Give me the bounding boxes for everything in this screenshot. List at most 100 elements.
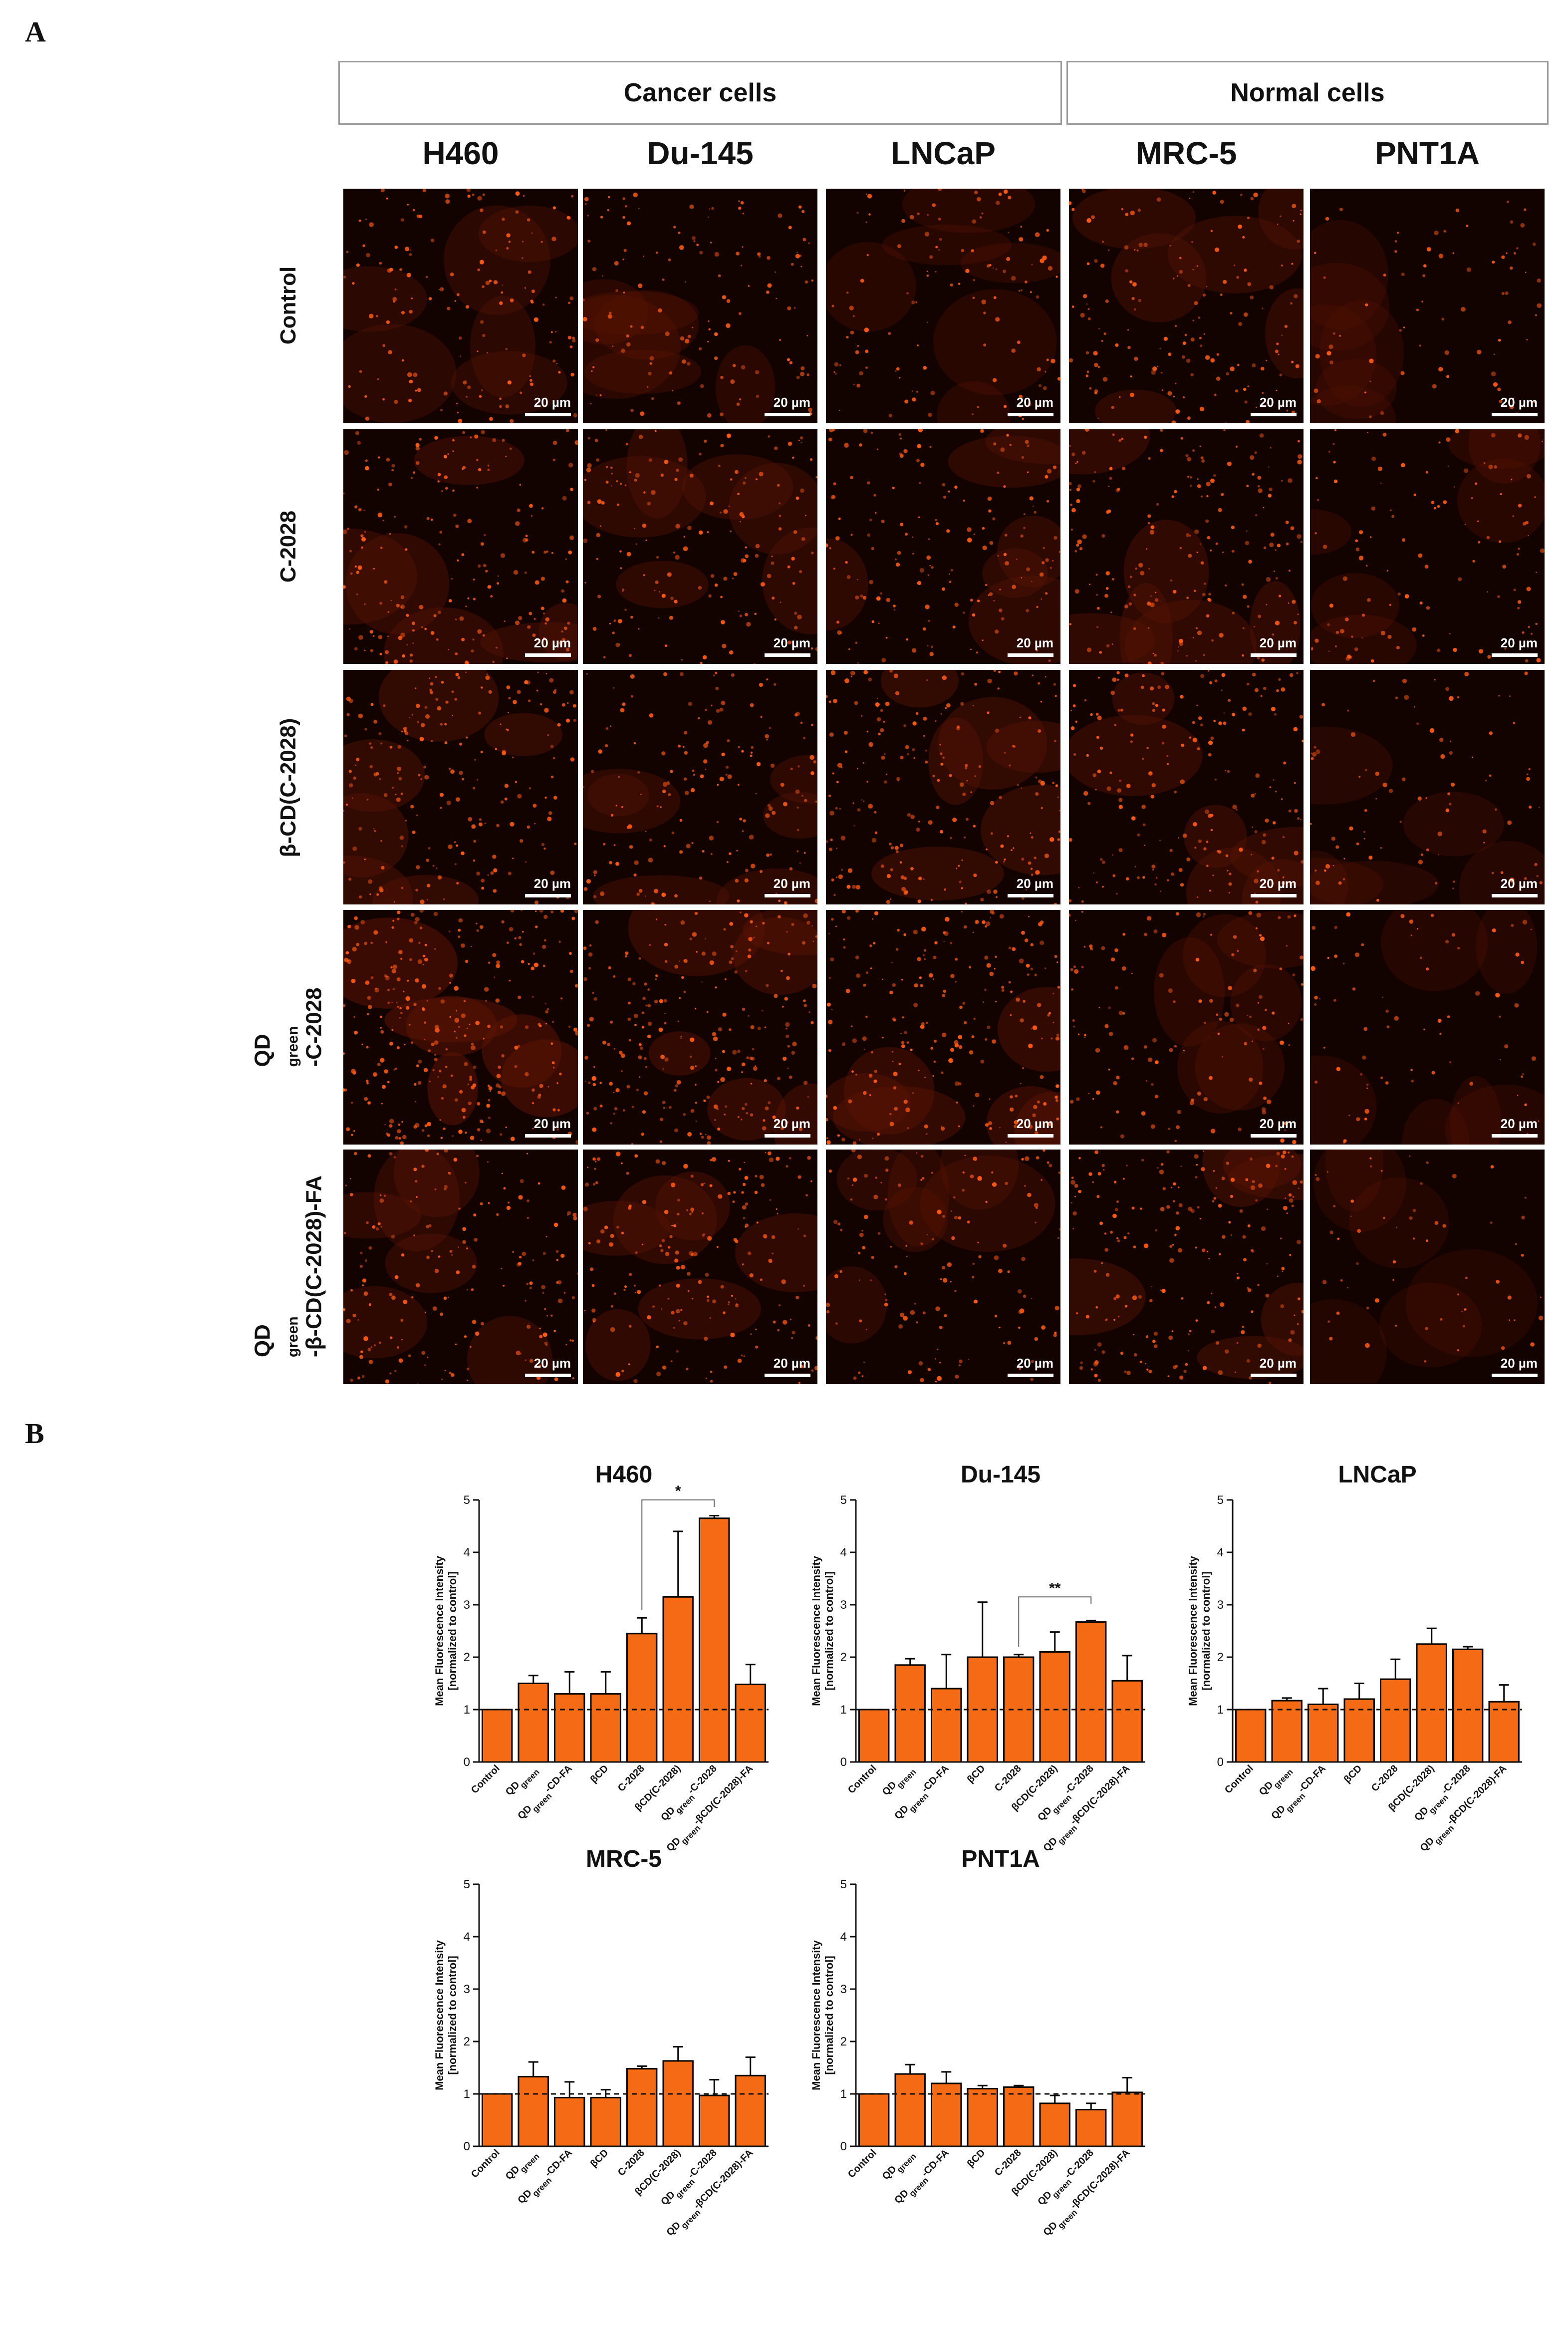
- column-header-du145: Du-145: [647, 135, 754, 171]
- significance-label: **: [1049, 1580, 1061, 1596]
- scale-bar: [1251, 1374, 1297, 1377]
- bar-0: [482, 1709, 513, 1763]
- scale-bar-label: 20 µm: [1016, 395, 1053, 410]
- bar-6: [1452, 1648, 1484, 1763]
- y-tick-label: 5: [1217, 1493, 1224, 1507]
- bar-3: [967, 2088, 998, 2147]
- x-tick-label-4: C-2028: [616, 1763, 647, 1794]
- bar-chart-lncap: LNCaP Mean Fluorescence Intensity[normali…: [1183, 1461, 1562, 1862]
- scale-bar-label: 20 µm: [533, 1356, 571, 1371]
- scale-bar-label: 20 µm: [1259, 395, 1297, 410]
- scale-bar-label: 20 µm: [533, 876, 571, 891]
- scale-bar: [1008, 1134, 1053, 1138]
- scale-bar-label: 20 µm: [1500, 876, 1538, 891]
- bar-5: [1039, 1651, 1070, 1763]
- bar-7: [1488, 1701, 1520, 1763]
- scale-bar: [525, 413, 571, 416]
- y-tick-label: 1: [464, 2087, 470, 2101]
- y-tick-label: 4: [464, 1930, 470, 1944]
- micrograph-du-145-row-4: 20 µm: [583, 910, 817, 1145]
- scale-bar: [1251, 413, 1297, 416]
- bar-4: [626, 1633, 658, 1763]
- y-tick-label: 1: [840, 2087, 847, 2101]
- chart-title: LNCaP: [1338, 1462, 1416, 1488]
- column-header-h460: H460: [422, 135, 499, 171]
- bar-6: [699, 2094, 730, 2147]
- bar-4: [626, 2068, 658, 2147]
- x-tick-label-3: βCD: [588, 1763, 611, 1785]
- scale-bar: [525, 1134, 571, 1138]
- x-tick-label-2: QDgreen-CD-FA: [516, 2147, 577, 2209]
- x-tick-label-2: QDgreen-CD-FA: [892, 2147, 954, 2209]
- y-tick-label: 2: [840, 1651, 847, 1664]
- y-axis-label: Mean Fluorescence Intensity[normalized t…: [433, 1940, 459, 2090]
- micrograph-lncap-row-5: 20 µm: [826, 1150, 1060, 1384]
- scale-bar-label: 20 µm: [1259, 1356, 1297, 1371]
- x-tick-label-0: Control: [469, 1763, 502, 1796]
- y-tick-label: 2: [840, 2035, 847, 2048]
- x-tick-label-2: QDgreen-CD-FA: [1269, 1763, 1330, 1824]
- y-tick-label: 0: [840, 1755, 847, 1769]
- scale-bar: [1251, 653, 1297, 657]
- scale-bar-label: 20 µm: [1500, 635, 1538, 650]
- scale-bar-label: 20 µm: [1016, 1116, 1053, 1131]
- scale-bar: [765, 653, 810, 657]
- bar-chart-pnt1a: PNT1A Mean Fluorescence Intensity[normali…: [806, 1846, 1185, 2246]
- micrograph-mrc-5-row-5: 20 µm: [1069, 1150, 1304, 1384]
- x-tick-label-3: βCD: [1342, 1763, 1364, 1785]
- bar-1: [518, 1683, 549, 1763]
- micrograph-pnt1a-row-2: 20 µm: [1310, 429, 1545, 664]
- y-axis-label: Mean Fluorescence Intensity[normalized t…: [810, 1555, 835, 1706]
- x-tick-label-0: Control: [846, 1763, 879, 1796]
- y-tick-label: 2: [464, 1651, 470, 1664]
- bar-2: [931, 1688, 962, 1763]
- y-tick-label: 0: [840, 2140, 847, 2153]
- scale-bar-label: 20 µm: [533, 395, 571, 410]
- scale-bar-label: 20 µm: [773, 635, 810, 650]
- significance-label: *: [675, 1483, 681, 1499]
- y-tick-label: 5: [464, 1493, 470, 1507]
- y-axis-label: Mean Fluorescence Intensity[normalized t…: [433, 1555, 459, 1706]
- bar-5: [662, 1596, 694, 1763]
- bar-2: [554, 1693, 585, 1763]
- x-tick-label-3: βCD: [965, 2147, 988, 2170]
- y-tick-label: 5: [464, 1878, 470, 1891]
- scale-bar-label: 20 µm: [1016, 876, 1053, 891]
- y-tick-label: 4: [840, 1546, 847, 1559]
- y-tick-label: 3: [840, 1598, 847, 1612]
- micrograph-lncap-row-1: 20 µm: [826, 189, 1060, 423]
- bar-2: [931, 2082, 962, 2147]
- y-tick-label: 3: [1217, 1598, 1224, 1612]
- bar-1: [894, 1664, 926, 1763]
- y-tick-label: 2: [464, 2035, 470, 2048]
- micrograph-mrc-5-row-3: 20 µm: [1069, 670, 1304, 904]
- bar-2: [1307, 1704, 1339, 1763]
- y-axis-label: Mean Fluorescence Intensity[normalized t…: [810, 1940, 835, 2090]
- micrograph-lncap-row-3: 20 µm: [826, 670, 1060, 904]
- scale-bar: [765, 413, 810, 416]
- y-tick-label: 1: [464, 1703, 470, 1717]
- scale-bar: [765, 1374, 810, 1377]
- bar-0: [858, 1709, 890, 1763]
- micrograph-pnt1a-row-5: 20 µm: [1310, 1150, 1545, 1384]
- scale-bar-label: 20 µm: [773, 1116, 810, 1131]
- bar-1: [894, 2073, 926, 2147]
- scale-bar: [1251, 1134, 1297, 1138]
- scale-bar: [765, 1134, 810, 1138]
- y-axis-label: Mean Fluorescence Intensity[normalized t…: [1187, 1555, 1212, 1706]
- chart-title: H460: [595, 1462, 653, 1488]
- y-tick-label: 5: [840, 1878, 847, 1891]
- bar-5: [1416, 1643, 1447, 1763]
- scale-bar: [1008, 1374, 1053, 1377]
- x-tick-label-4: C-2028: [993, 2147, 1024, 2178]
- bar-5: [1039, 2102, 1070, 2147]
- x-tick-label-1: QDgreen: [880, 2147, 918, 2185]
- x-tick-label-1: QDgreen: [504, 1763, 541, 1801]
- micrograph-h460-row-3: 20 µm: [343, 670, 578, 904]
- x-tick-label-4: C-2028: [616, 2147, 647, 2178]
- scale-bar: [525, 653, 571, 657]
- bar-4: [1380, 1678, 1411, 1763]
- micrograph-h460-row-1: 20 µm: [343, 189, 578, 423]
- x-tick-label-0: Control: [846, 2147, 879, 2180]
- bar-3: [1343, 1698, 1375, 1763]
